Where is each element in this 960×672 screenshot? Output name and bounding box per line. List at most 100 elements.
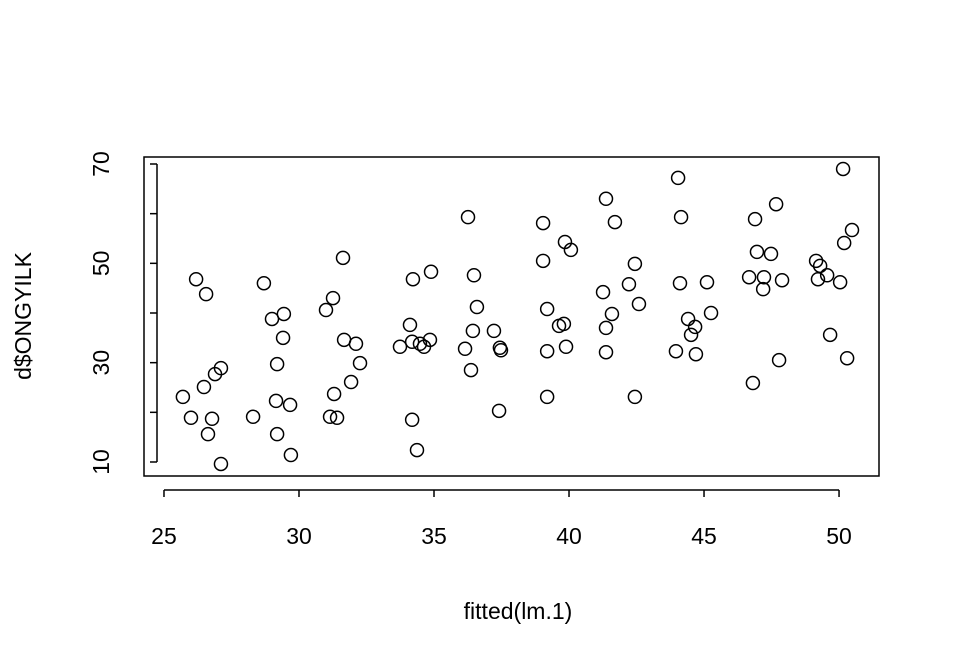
point <box>812 258 828 274</box>
plot-box <box>143 156 880 477</box>
point <box>457 341 473 357</box>
y-tick-label: 30 <box>88 350 114 376</box>
point <box>409 442 425 458</box>
point <box>343 374 359 390</box>
point <box>276 306 292 322</box>
point <box>672 275 688 291</box>
point <box>670 170 686 186</box>
point <box>631 296 647 312</box>
point <box>673 209 689 225</box>
point <box>469 299 485 315</box>
point <box>213 360 229 376</box>
point <box>269 356 285 372</box>
point <box>819 268 835 283</box>
x-tick-label: 25 <box>151 523 177 549</box>
point <box>175 389 191 405</box>
x-tick-label: 45 <box>691 523 717 549</box>
point <box>556 316 572 332</box>
x-tick-label: 30 <box>286 523 312 549</box>
point <box>256 275 272 291</box>
point <box>188 271 204 287</box>
point <box>322 409 338 425</box>
point <box>844 222 860 238</box>
point <box>699 274 715 290</box>
point <box>774 272 790 288</box>
point <box>598 344 614 360</box>
y-tick-label: 50 <box>88 251 114 277</box>
point <box>768 196 784 212</box>
point <box>839 350 855 366</box>
point <box>348 336 364 352</box>
point <box>412 336 428 352</box>
point <box>460 209 476 225</box>
point <box>422 332 438 348</box>
point <box>627 389 643 405</box>
point <box>668 343 684 359</box>
y-tick-label: 10 <box>88 449 114 475</box>
point <box>621 276 637 292</box>
point <box>245 409 261 425</box>
point <box>535 253 551 269</box>
point <box>563 242 579 258</box>
point <box>491 403 507 419</box>
point <box>756 269 772 285</box>
point <box>465 323 481 339</box>
point <box>466 268 482 283</box>
point <box>627 256 643 272</box>
point <box>275 330 291 346</box>
point <box>318 302 334 318</box>
point <box>703 305 719 321</box>
point <box>269 426 285 442</box>
y-tick-label: 70 <box>88 151 114 177</box>
point <box>329 410 345 426</box>
point <box>539 301 555 317</box>
point <box>325 290 341 306</box>
point <box>486 323 502 339</box>
point <box>463 362 479 378</box>
point <box>392 339 408 355</box>
point <box>283 447 299 463</box>
point <box>204 411 220 427</box>
point <box>683 327 699 343</box>
point <box>687 319 703 335</box>
point <box>535 215 551 231</box>
point <box>771 352 787 368</box>
point <box>832 274 848 290</box>
point <box>763 246 779 262</box>
point <box>604 306 620 322</box>
point <box>745 375 761 391</box>
point <box>822 327 838 343</box>
point <box>200 426 216 442</box>
point <box>493 342 509 358</box>
x-tick-label: 40 <box>556 523 582 549</box>
point <box>755 281 771 297</box>
point <box>423 264 439 280</box>
point <box>282 397 298 413</box>
x-tick-label: 50 <box>826 523 852 549</box>
point <box>539 343 555 359</box>
point <box>539 389 555 405</box>
point <box>595 284 611 300</box>
point <box>402 317 418 333</box>
point <box>598 191 614 207</box>
y-axis-label: d$ONGYILK <box>10 251 36 379</box>
point <box>558 339 574 355</box>
point <box>808 253 824 269</box>
point <box>607 214 623 230</box>
point <box>335 250 351 266</box>
point <box>404 334 420 350</box>
point <box>598 320 614 336</box>
point <box>749 244 765 260</box>
point <box>404 412 420 428</box>
point <box>352 355 368 371</box>
point <box>264 311 280 327</box>
point <box>213 456 229 472</box>
point <box>836 235 852 251</box>
point <box>405 271 421 287</box>
point <box>680 311 696 327</box>
point <box>688 346 704 362</box>
point <box>835 161 851 177</box>
point <box>183 410 199 426</box>
x-tick-label: 35 <box>421 523 447 549</box>
